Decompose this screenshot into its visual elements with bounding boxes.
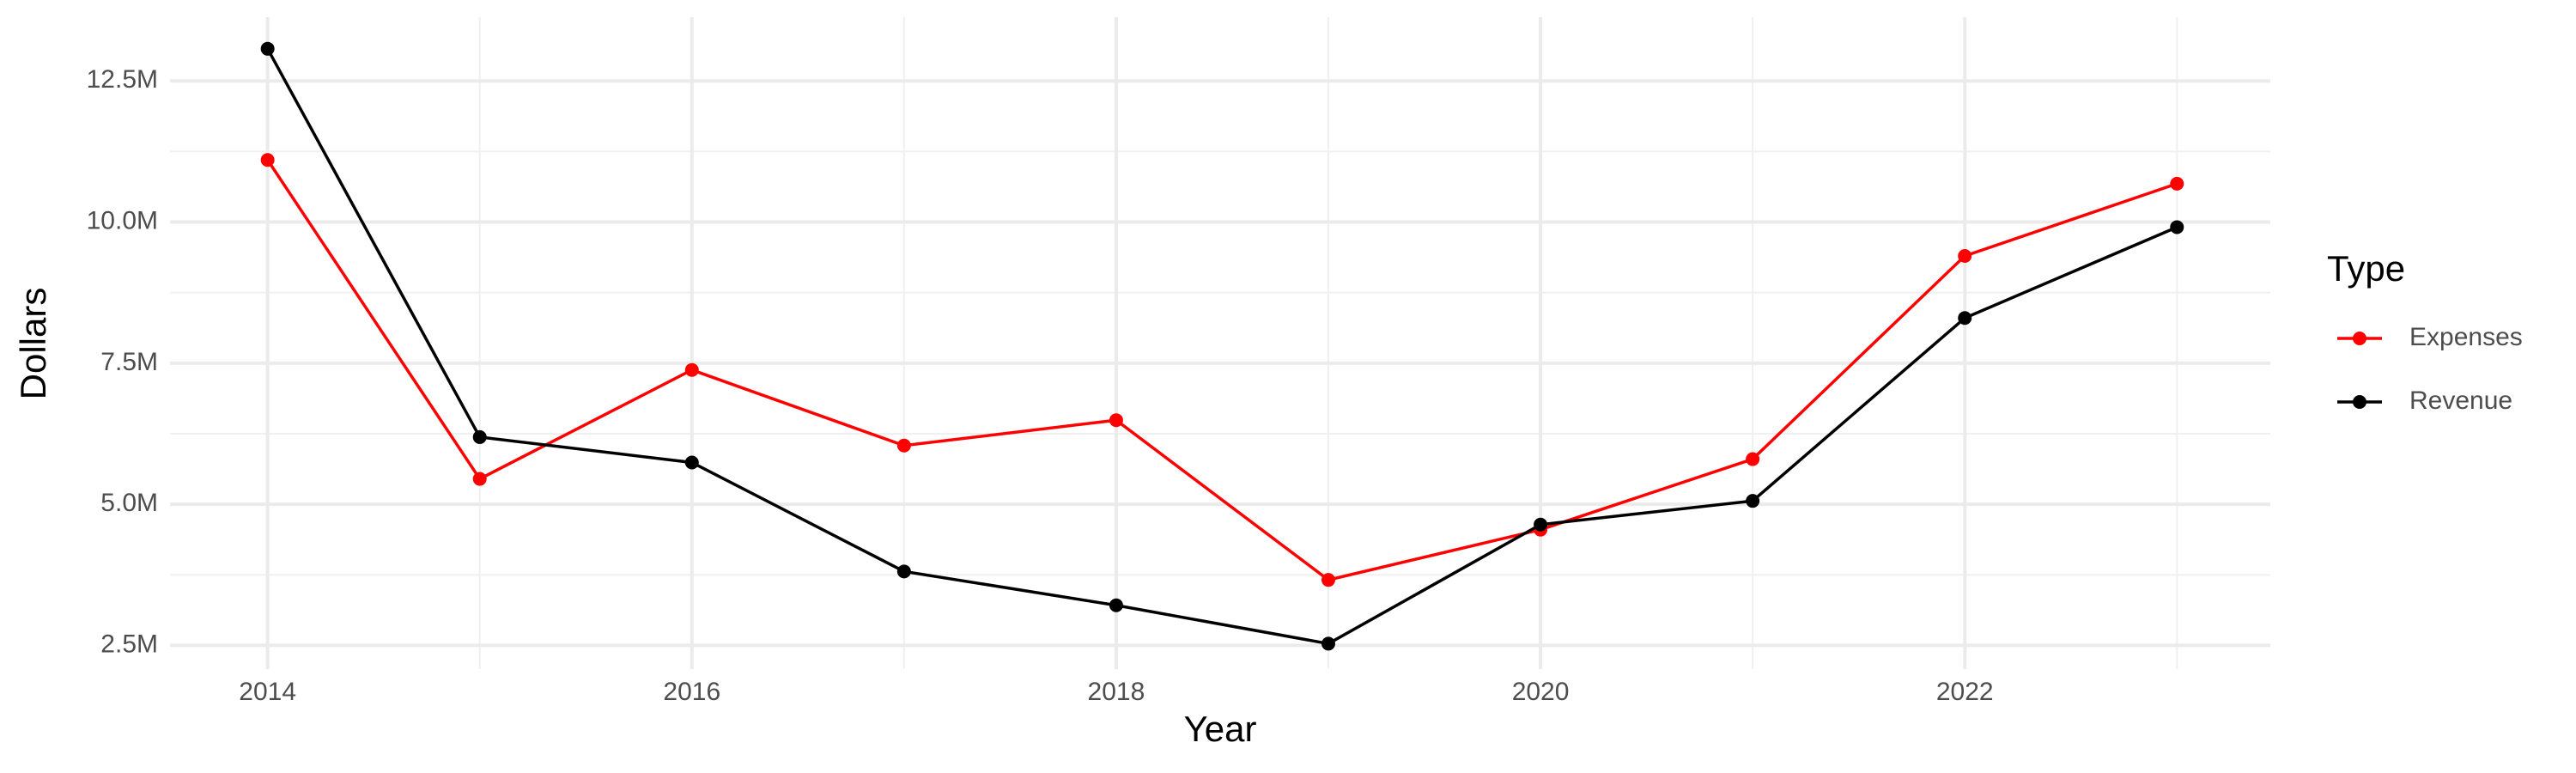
- x-tick-label: 2018: [1088, 678, 1145, 706]
- x-tick-label: 2022: [1936, 678, 1994, 706]
- y-tick-label: 7.5M: [100, 348, 158, 376]
- legend-marker: [2353, 395, 2366, 409]
- x-tick-label: 2016: [663, 678, 720, 706]
- data-point: [896, 438, 911, 453]
- data-point: [472, 472, 487, 486]
- data-point: [896, 564, 911, 579]
- y-tick-label: 5.0M: [100, 489, 158, 517]
- legend-marker: [2353, 332, 2366, 345]
- data-point: [1958, 248, 1972, 263]
- data-point: [1321, 573, 1336, 587]
- data-point: [1534, 517, 1548, 532]
- x-tick-label: 2014: [239, 678, 296, 706]
- x-axis-title: Year: [1184, 709, 1257, 749]
- data-point: [684, 362, 699, 377]
- data-point: [1746, 494, 1760, 508]
- data-point: [472, 429, 487, 444]
- legend-title: Type: [2327, 248, 2405, 289]
- x-tick-label: 2020: [1512, 678, 1570, 706]
- series-line: [266, 159, 2178, 582]
- data-point: [1321, 636, 1336, 651]
- data-point: [260, 153, 275, 167]
- legend-label: Expenses: [2409, 323, 2523, 351]
- data-point: [2170, 220, 2184, 234]
- data-point: [684, 455, 699, 470]
- data-point: [1746, 452, 1760, 466]
- y-axis-title: Dollars: [13, 288, 53, 400]
- data-point: [2170, 176, 2184, 191]
- data-point: [1109, 598, 1123, 612]
- y-tick-label: 2.5M: [100, 630, 158, 658]
- y-tick-label: 10.0M: [87, 206, 158, 234]
- data-point: [1109, 413, 1123, 428]
- series-line: [266, 47, 2178, 646]
- y-tick-label: 12.5M: [87, 65, 158, 94]
- data-point: [1958, 311, 1972, 326]
- data-point: [260, 41, 275, 56]
- legend-label: Revenue: [2409, 386, 2512, 415]
